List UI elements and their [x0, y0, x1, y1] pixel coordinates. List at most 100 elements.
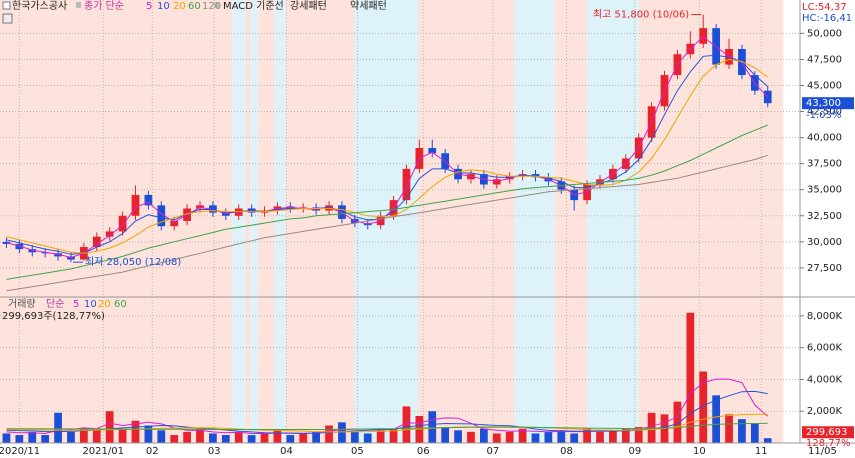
y-tick-label: 42,500	[807, 107, 842, 118]
indicator: HC:-16,41	[802, 13, 852, 24]
legend-entry: 20	[98, 299, 111, 310]
y-tick-label: 32,500	[807, 211, 842, 222]
volume-bar	[41, 435, 50, 443]
overlay-label: 약세패턴	[350, 0, 387, 12]
y-tick-label: 45,000	[807, 80, 842, 91]
volume-bar	[299, 433, 308, 443]
volume-bar	[531, 433, 540, 443]
volume-bar	[131, 420, 140, 443]
axis-area	[800, 0, 855, 458]
x-tick-label: 03	[208, 446, 221, 457]
ratio-label: 128,77%	[806, 438, 851, 449]
volume-bar	[518, 428, 527, 443]
volume-bar	[286, 435, 295, 443]
x-tick-label: 11	[755, 446, 768, 457]
candle-body	[234, 208, 243, 216]
candle-body	[131, 194, 140, 216]
legend-entry: 60	[188, 1, 201, 12]
legend-entry: 120	[202, 1, 221, 12]
volume-bar	[389, 428, 398, 443]
volume-bar	[441, 427, 450, 443]
candle-body	[763, 90, 772, 104]
icon[interactable]	[2, 1, 11, 10]
volume-bar	[92, 430, 101, 443]
volume-bar	[402, 406, 411, 443]
volume-bar	[480, 428, 488, 443]
volume-bar	[686, 312, 695, 443]
candle-body	[15, 243, 24, 250]
volume-tag	[802, 426, 854, 439]
x-tick-label: 02	[146, 446, 159, 457]
pattern-band	[245, 0, 251, 443]
x-tick-label: 07	[487, 446, 500, 457]
volume-bar	[492, 433, 501, 443]
icon[interactable]	[2, 13, 13, 24]
volume-bar	[234, 431, 243, 443]
volume-bar	[28, 431, 37, 443]
legend-entry: 60	[114, 299, 127, 310]
volume-bar	[54, 412, 62, 443]
candle-body	[583, 184, 591, 201]
candle-body	[2, 241, 11, 244]
ma-line	[6, 124, 768, 280]
candle-body	[144, 194, 153, 206]
y-tick-label: 8,000K	[807, 311, 843, 322]
ma-line	[6, 154, 768, 292]
volume-bar	[363, 433, 372, 443]
volume-bar	[428, 411, 437, 443]
y-tick-label: 4,000K	[807, 374, 843, 385]
ma-line	[6, 58, 768, 254]
legend-prefix: 단순	[46, 298, 64, 310]
volume-bar	[338, 422, 346, 443]
pattern-band	[258, 0, 275, 443]
volume-bar	[350, 431, 359, 443]
volume-bar	[15, 435, 24, 443]
volume-summary: 299,693주(128,77%)	[2, 311, 105, 322]
volume-bar	[738, 419, 746, 443]
volume-tag-label: 299,693	[806, 427, 847, 438]
x-tick-label: 2021/01	[82, 446, 124, 457]
volume-bar	[67, 431, 75, 443]
volume-bar	[144, 425, 153, 443]
candle-body	[531, 174, 540, 178]
candle-body	[221, 212, 230, 216]
volume-bar	[557, 430, 566, 443]
volume-bar	[260, 433, 269, 443]
volume-bar	[544, 431, 553, 443]
volume-bar	[621, 428, 630, 443]
x-tick-label: 2020/11	[0, 446, 40, 457]
volume-bar	[80, 428, 88, 443]
candle-body	[338, 205, 346, 219]
y-tick-label: 6,000K	[807, 343, 843, 354]
ma-line	[6, 422, 768, 430]
candle-body	[505, 176, 514, 180]
volume-bar	[763, 438, 772, 443]
volume-bar	[376, 430, 385, 443]
pattern-band	[554, 0, 588, 443]
volume-bar	[609, 430, 617, 443]
volume-bar	[273, 430, 282, 443]
volume-bar	[673, 401, 682, 443]
legend-entry: 5	[146, 1, 152, 12]
legend-prefix: 종가 단순	[84, 0, 124, 12]
pattern-band	[274, 0, 286, 443]
candle-body	[170, 220, 179, 227]
x-tick-label: 05	[351, 446, 364, 457]
volume-bar	[596, 431, 604, 443]
candle-body	[157, 205, 166, 227]
volume-bar	[105, 411, 114, 443]
volume-bar	[570, 433, 579, 443]
x-tick-label: 10	[693, 446, 706, 457]
overlay-label: 강세패턴	[290, 0, 327, 12]
volume-bar	[750, 423, 759, 443]
annotation: 최고 51,800 (10/06)	[593, 9, 689, 21]
volume-bar	[634, 427, 643, 443]
ma-line	[6, 54, 769, 255]
volume-bar	[699, 371, 708, 443]
volume-bar	[454, 430, 462, 443]
indicator: LC:54,37	[802, 2, 847, 13]
title: 한국가스공사	[12, 0, 67, 12]
price-tag	[802, 97, 854, 110]
volume-bar	[196, 428, 204, 443]
